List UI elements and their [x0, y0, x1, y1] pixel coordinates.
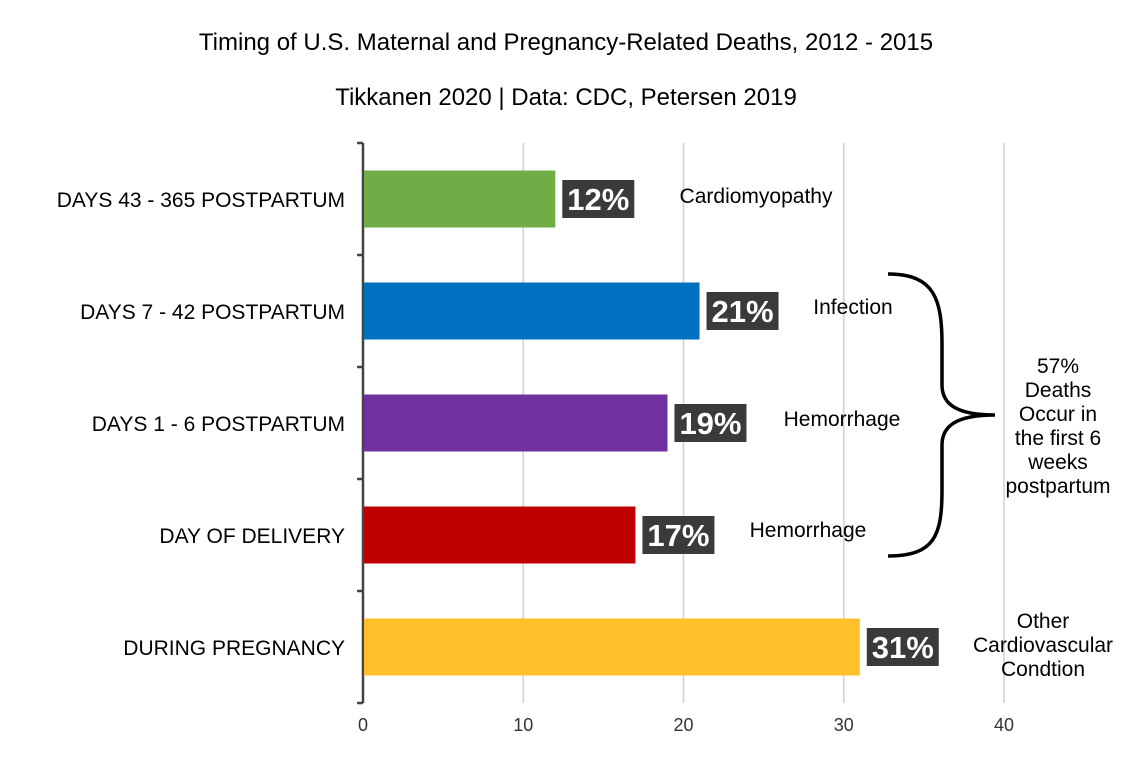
brace-annotation-line-0: 57%: [1037, 355, 1079, 378]
bar-2: [364, 394, 668, 452]
bar-0: [364, 170, 556, 228]
brace-annotation-line-1: Deaths: [1025, 379, 1092, 402]
value-label-2: 19%: [679, 406, 741, 441]
annotation-0: Cardiomyopathy: [680, 185, 833, 208]
brace-annotation-line-5: postpartum: [1005, 475, 1110, 498]
chart-title: Timing of U.S. Maternal and Pregnancy-Re…: [198, 29, 934, 56]
value-label-1: 21%: [712, 294, 774, 329]
annotation-3: Hemorrhage: [750, 519, 867, 542]
brace-annotation-line-3: the first 6: [1015, 427, 1101, 450]
value-badge-1: [706, 292, 779, 330]
value-label-0: 12%: [567, 182, 629, 217]
annotation-4-line-2: Condtion: [1001, 658, 1085, 681]
annotation-4-line-1: Cardiovascular: [973, 634, 1113, 657]
category-label-2: DAYS 1 - 6 POSTPARTUM: [92, 413, 345, 436]
chart-subtitle: Tikkanen 2020 | Data: CDC, Petersen 2019: [335, 84, 797, 111]
annotation-2: Hemorrhage: [784, 408, 901, 431]
value-badge-4: [866, 628, 939, 666]
annotation-4-line-0: Other: [1017, 610, 1070, 633]
category-label-4: DURING PREGNANCY: [123, 637, 345, 660]
annotation-1: Infection: [813, 296, 892, 319]
value-label-4: 31%: [872, 630, 934, 665]
bar-4: [364, 618, 860, 676]
bar-1: [364, 282, 700, 340]
category-label-0: DAYS 43 - 365 POSTPARTUM: [57, 189, 345, 212]
x-tick-label-3: 30: [834, 715, 854, 735]
category-label-3: DAY OF DELIVERY: [159, 525, 345, 548]
x-tick-label-1: 10: [513, 715, 533, 735]
x-tick-label-2: 20: [673, 715, 693, 735]
value-badge-2: [674, 404, 747, 442]
category-label-1: DAYS 7 - 42 POSTPARTUM: [80, 301, 345, 324]
x-tick-label-0: 0: [358, 715, 368, 735]
x-tick-label-4: 40: [994, 715, 1014, 735]
brace-annotation-line-4: weeks: [1027, 451, 1088, 474]
brace-annotation-line-2: Occur in: [1019, 403, 1097, 426]
value-badge-3: [642, 516, 715, 554]
value-badge-0: [562, 180, 635, 218]
value-label-3: 17%: [647, 518, 709, 553]
bar-3: [364, 506, 636, 564]
curly-brace: [887, 272, 996, 558]
